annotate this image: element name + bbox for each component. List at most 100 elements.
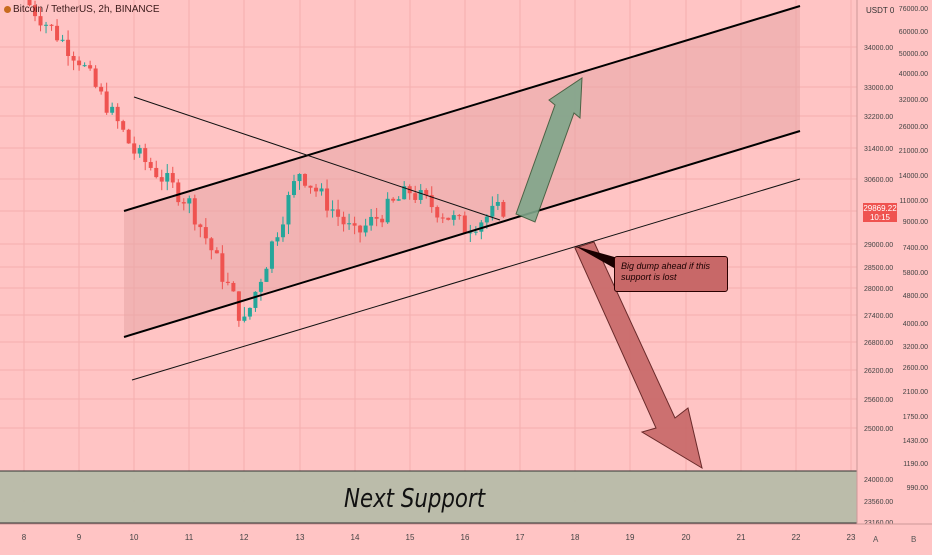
secondary-tick-label: 26000.00 bbox=[899, 124, 928, 131]
candle-body bbox=[165, 173, 170, 182]
candle-body bbox=[269, 241, 274, 269]
secondary-tick-label: 11000.00 bbox=[899, 198, 928, 205]
candle-body bbox=[473, 231, 478, 233]
candle-body bbox=[247, 307, 252, 317]
candle-body bbox=[27, 0, 32, 6]
price-tick-label: 25600.00 bbox=[864, 397, 893, 404]
time-axis[interactable]: 8 9 10 11 12 13 14 15 16 17 18 19 20 21 22 23 bbox=[0, 523, 932, 550]
auto-scale-button[interactable]: A bbox=[873, 535, 879, 544]
candle-body bbox=[319, 188, 324, 192]
secondary-tick-label: 4000.00 bbox=[903, 321, 928, 328]
time-tick-label: 18 bbox=[571, 533, 580, 542]
candle-body bbox=[308, 185, 313, 188]
price-tick-label: 34000.00 bbox=[864, 45, 893, 52]
price-tick-label: 27400.00 bbox=[864, 313, 893, 320]
candle-body bbox=[424, 190, 429, 196]
candle-body bbox=[176, 182, 181, 203]
log-scale-button[interactable]: B bbox=[911, 535, 917, 544]
candle-body bbox=[435, 207, 440, 218]
candle-body bbox=[347, 223, 352, 225]
price-tick-label: 25000.00 bbox=[864, 426, 893, 433]
candle-body bbox=[446, 217, 451, 220]
candle-body bbox=[66, 39, 71, 56]
secondary-tick-label: 50000.00 bbox=[899, 51, 928, 58]
candle-body bbox=[115, 106, 120, 122]
candle-body bbox=[440, 217, 445, 219]
time-tick-label: 16 bbox=[461, 533, 470, 542]
candle-body bbox=[330, 209, 335, 211]
secondary-tick-label: 4800.00 bbox=[903, 293, 928, 300]
candle-body bbox=[264, 268, 269, 282]
bearish-arrow[interactable] bbox=[574, 241, 703, 470]
price-tick-label: 26800.00 bbox=[864, 340, 893, 347]
candle-body bbox=[126, 129, 131, 144]
candle-body bbox=[479, 222, 484, 232]
candle-body bbox=[110, 106, 115, 113]
secondary-tick-label: 5800.00 bbox=[903, 270, 928, 277]
callout-box[interactable]: Big dump ahead if this support is lost bbox=[614, 256, 728, 292]
time-tick-label: 14 bbox=[351, 533, 360, 542]
support-zone-label: Next Support bbox=[344, 484, 486, 514]
candle-body bbox=[170, 173, 175, 183]
bar-countdown: 10:15 bbox=[869, 213, 891, 222]
candle-body bbox=[418, 190, 423, 200]
candle-body bbox=[44, 24, 49, 26]
time-tick-label: 12 bbox=[240, 533, 249, 542]
secondary-tick-label: 990.00 bbox=[907, 485, 929, 492]
callout-text: Big dump ahead if this support is lost bbox=[621, 261, 711, 282]
channel-lower-line[interactable] bbox=[123, 130, 801, 338]
secondary-tick-label: 3200.00 bbox=[903, 344, 928, 351]
candle-body bbox=[99, 86, 104, 92]
symbol-title[interactable]: Bitcoin / TetherUS, 2h, BINANCE bbox=[4, 4, 160, 15]
candle-body bbox=[352, 223, 357, 226]
price-tick-label: 28500.00 bbox=[864, 265, 893, 272]
price-axis[interactable]: 34000.00 33000.00 32200.00 31400.00 30600.00… bbox=[856, 0, 932, 527]
callout-pointer bbox=[575, 246, 618, 268]
candle-body bbox=[275, 237, 280, 242]
candle-body bbox=[198, 224, 203, 228]
price-tick-label: 28000.00 bbox=[864, 286, 893, 293]
candle-body bbox=[429, 195, 434, 208]
candle-body bbox=[231, 282, 236, 292]
candle-body bbox=[159, 177, 164, 182]
candle-body bbox=[121, 121, 126, 130]
candle-body bbox=[132, 143, 137, 154]
channel-upper-line[interactable] bbox=[123, 5, 801, 212]
time-tick-label: 17 bbox=[516, 533, 525, 542]
candle-body bbox=[60, 39, 65, 41]
bullish-arrow[interactable] bbox=[515, 77, 583, 223]
secondary-tick-label: 76000.00 bbox=[899, 6, 928, 13]
time-tick-label: 8 bbox=[22, 533, 27, 542]
price-tick-label: 33000.00 bbox=[864, 85, 893, 92]
drawings-background bbox=[0, 6, 857, 524]
descending-trend-line[interactable] bbox=[133, 96, 501, 221]
support-trend-line[interactable] bbox=[131, 178, 801, 381]
candle-body bbox=[391, 198, 396, 201]
candle-body bbox=[203, 227, 208, 239]
candle-body bbox=[187, 198, 192, 204]
candle-body bbox=[286, 195, 291, 225]
candle-body bbox=[451, 215, 456, 220]
candle-body bbox=[280, 224, 285, 238]
candle-body bbox=[325, 188, 330, 211]
secondary-tick-label: 14000.00 bbox=[899, 173, 928, 180]
bitcoin-icon bbox=[4, 6, 11, 13]
candle-body bbox=[468, 232, 473, 234]
candle-body bbox=[181, 202, 186, 204]
time-tick-label: 15 bbox=[406, 533, 415, 542]
candle-body bbox=[501, 202, 506, 217]
secondary-tick-label: 1430.00 bbox=[903, 438, 928, 445]
price-unit-label[interactable]: USDT 0 bbox=[866, 6, 894, 15]
candle-body bbox=[192, 198, 197, 225]
time-tick-label: 23 bbox=[847, 533, 856, 542]
candle-body bbox=[314, 187, 319, 192]
candle-body bbox=[413, 193, 418, 200]
last-price-badge: 29869.22 10:15 bbox=[863, 203, 897, 222]
candle-body bbox=[297, 173, 302, 182]
candle-body bbox=[49, 24, 54, 26]
price-unit: USDT bbox=[866, 6, 888, 15]
last-price: 29869.22 bbox=[863, 204, 897, 213]
secondary-tick-label: 2600.00 bbox=[903, 365, 928, 372]
price-tick-label: 23560.00 bbox=[864, 499, 893, 506]
